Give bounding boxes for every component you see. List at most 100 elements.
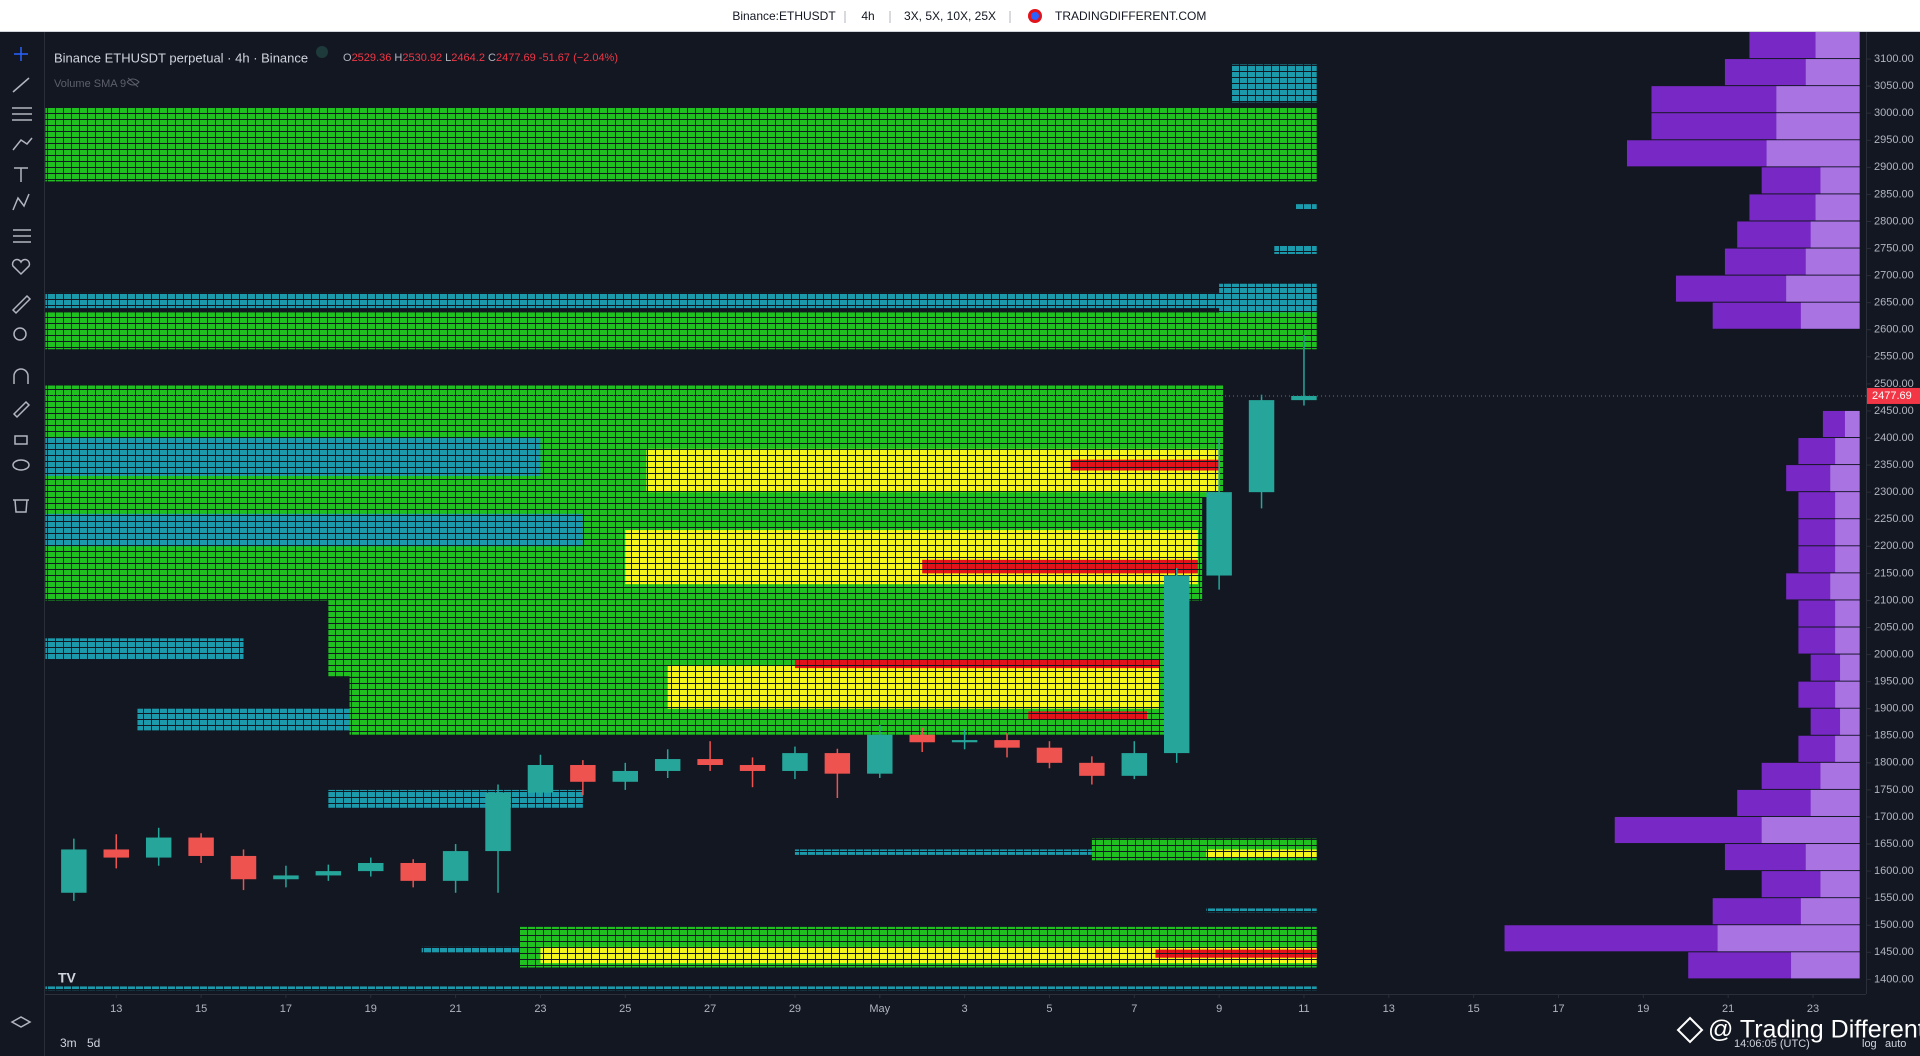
- profile-bar-inner: [1800, 302, 1860, 329]
- candle-body: [61, 849, 87, 893]
- y-tick-label: 1450.00: [1874, 946, 1914, 958]
- y-tick-label: 2150.00: [1874, 567, 1914, 579]
- candle-body: [824, 753, 851, 774]
- candle-body: [442, 851, 469, 881]
- candle-body: [739, 765, 766, 771]
- crosshair-tool[interactable]: [14, 47, 28, 61]
- profile-bar-inner: [1820, 762, 1860, 789]
- x-tick-label: 23: [1807, 1003, 1819, 1015]
- candle-body: [1036, 747, 1063, 763]
- watermark: @ Trading Different: [1708, 1016, 1920, 1044]
- x-tick-label: 25: [619, 1003, 631, 1015]
- y-tick-label: 2850.00: [1874, 188, 1914, 200]
- y-tick-label: 2950.00: [1874, 134, 1914, 146]
- delete-tool[interactable]: [13, 499, 29, 513]
- profile-bar-inner: [1766, 140, 1860, 167]
- profile-bar-inner: [1805, 844, 1860, 871]
- candle-body: [188, 837, 214, 856]
- profile-bar-inner: [1810, 221, 1860, 248]
- ohlc-value: 2529.36: [352, 52, 392, 64]
- ohlc-value: 2530.92: [402, 52, 442, 64]
- status-dot: [316, 46, 328, 58]
- y-tick-label: 1700.00: [1874, 811, 1914, 823]
- profile-bar-inner: [1840, 654, 1860, 681]
- change: -51.67: [539, 52, 570, 64]
- fib-tool[interactable]: [12, 107, 32, 121]
- x-tick-label: 7: [1131, 1003, 1137, 1015]
- candle-body: [230, 855, 257, 880]
- x-tick-label: 15: [195, 1003, 207, 1015]
- brush-tool[interactable]: [12, 137, 33, 151]
- y-tick-label: 2750.00: [1874, 242, 1914, 254]
- x-tick-label: 19: [1637, 1003, 1649, 1015]
- profile-bar-inner: [1805, 59, 1860, 86]
- candle-body: [485, 792, 511, 852]
- auto-toggle[interactable]: auto: [1885, 1038, 1906, 1050]
- x-tick-label: 5: [1046, 1003, 1052, 1015]
- profile-bar-inner: [1820, 167, 1860, 194]
- last-price-box: [1867, 387, 1920, 404]
- profile-bar-inner: [1835, 519, 1860, 546]
- candle-body: [1121, 753, 1148, 776]
- x-tick-label: 21: [449, 1003, 461, 1015]
- profile-bar-inner: [1835, 546, 1860, 573]
- candle-body: [1206, 492, 1232, 576]
- candle-body: [654, 759, 681, 771]
- y-axis: 1400.00 1450.00 1500.00 1550.00 1600.00 1650.…: [1866, 53, 1914, 985]
- y-tick-label: 2550.00: [1874, 351, 1914, 363]
- y-tick-label: 2250.00: [1874, 513, 1914, 525]
- range-button[interactable]: 3m: [60, 1036, 77, 1050]
- profile-bar-inner: [1830, 465, 1860, 492]
- ohlc-value: 2477.69: [496, 52, 536, 64]
- y-tick-label: 2450.00: [1874, 405, 1914, 417]
- interval[interactable]: 4h: [861, 9, 874, 23]
- favorite-tool[interactable]: [11, 258, 31, 276]
- profile-bar-inner: [1820, 871, 1860, 898]
- profile-bar-inner: [1805, 248, 1860, 275]
- y-tick-label: 2600.00: [1874, 324, 1914, 336]
- magnet-tool[interactable]: [13, 368, 29, 384]
- profile-bar-inner: [1835, 492, 1860, 519]
- y-tick-label: 2700.00: [1874, 270, 1914, 282]
- x-tick-label: 9: [1216, 1003, 1222, 1015]
- zoom-tool[interactable]: [13, 327, 27, 341]
- candles: [45, 335, 1866, 901]
- log-toggle[interactable]: log: [1862, 1038, 1877, 1050]
- x-axis: 13 15 17 19 21 23 25 27 29 May 3 5 7 9 11 13 15 17 19 21 23: [110, 994, 1819, 1015]
- profile-bar-inner: [1776, 86, 1860, 113]
- logo: [1031, 12, 1039, 20]
- profile-bar-inner: [1761, 816, 1860, 844]
- ohlc-letter: H: [394, 52, 402, 64]
- indicator-label[interactable]: Volume SMA 9: [54, 78, 126, 90]
- symbol[interactable]: Binance:ETHUSDT: [732, 9, 836, 23]
- trendline-tool[interactable]: [12, 77, 30, 93]
- text-tool[interactable]: [14, 167, 28, 182]
- profile-bar-inner: [1844, 410, 1860, 438]
- y-tick-label: 1550.00: [1874, 892, 1914, 904]
- last-price-label: 2477.69: [1872, 390, 1912, 402]
- hidden-icon[interactable]: [126, 77, 140, 88]
- forecast-tool[interactable]: [13, 229, 31, 243]
- y-tick-label: 3100.00: [1874, 53, 1914, 65]
- ruler-tool[interactable]: [11, 294, 32, 315]
- range-button[interactable]: 5d: [87, 1036, 100, 1050]
- hide-tool[interactable]: [12, 459, 30, 471]
- layers-tool[interactable]: [10, 1016, 32, 1028]
- top-bar: [0, 0, 1920, 31]
- ohlc-letter: L: [445, 52, 451, 64]
- candle-body: [400, 862, 426, 881]
- pattern-tool[interactable]: [12, 193, 30, 211]
- x-tick-label: 3: [962, 1003, 968, 1015]
- x-tick-label: 21: [1722, 1003, 1734, 1015]
- profile-bar-inner: [1835, 438, 1860, 465]
- y-tick-label: 1600.00: [1874, 865, 1914, 877]
- draw-mode-tool[interactable]: [12, 400, 31, 419]
- lock-tool[interactable]: [14, 435, 28, 445]
- y-tick-label: 2100.00: [1874, 594, 1914, 606]
- candle-body: [103, 849, 129, 858]
- candle-body: [1163, 575, 1190, 754]
- candle-body: [273, 875, 299, 880]
- candle-body: [315, 871, 342, 876]
- y-tick-label: 1650.00: [1874, 838, 1914, 850]
- candle-body: [782, 753, 808, 771]
